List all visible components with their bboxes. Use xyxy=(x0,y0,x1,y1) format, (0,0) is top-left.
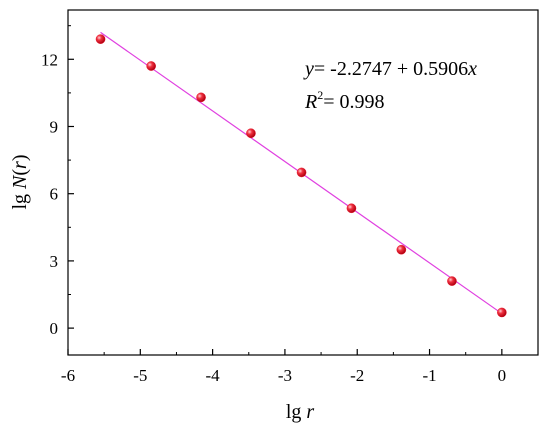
y-tick-label: 6 xyxy=(50,185,59,204)
x-tick-label: -4 xyxy=(206,366,221,385)
y-tick-label: 3 xyxy=(50,252,59,271)
r-squared: R2= 0.998 xyxy=(304,88,385,113)
y-tick-label: 0 xyxy=(50,319,59,338)
data-point xyxy=(396,244,407,255)
x-tick-label: -1 xyxy=(422,366,436,385)
y-axis-label: lg N(r) xyxy=(9,154,31,209)
x-tick-label: 0 xyxy=(498,366,507,385)
x-tick-label: -3 xyxy=(278,366,292,385)
y-tick-label: 9 xyxy=(50,117,59,136)
data-points xyxy=(95,34,507,318)
x-tick-label: -2 xyxy=(350,366,364,385)
data-point xyxy=(346,203,357,214)
x-tick-label: -6 xyxy=(61,366,75,385)
data-point xyxy=(146,61,156,71)
data-point xyxy=(196,92,206,103)
y-tick-label: 12 xyxy=(41,50,58,69)
x-tick-label: -5 xyxy=(133,366,147,385)
data-point xyxy=(95,34,106,44)
x-ticks: -6 -5 -4 -3 -2 -1 0 xyxy=(61,349,506,385)
data-point xyxy=(447,276,457,286)
plot-frame xyxy=(67,9,539,356)
x-axis-label: lg r xyxy=(286,401,315,423)
fit-equation: y= -2.2747 + 0.5906x xyxy=(303,58,477,80)
y-ticks: 0 3 6 9 12 xyxy=(41,25,74,338)
data-point xyxy=(296,167,307,178)
data-point xyxy=(497,307,507,318)
data-point xyxy=(246,128,256,139)
